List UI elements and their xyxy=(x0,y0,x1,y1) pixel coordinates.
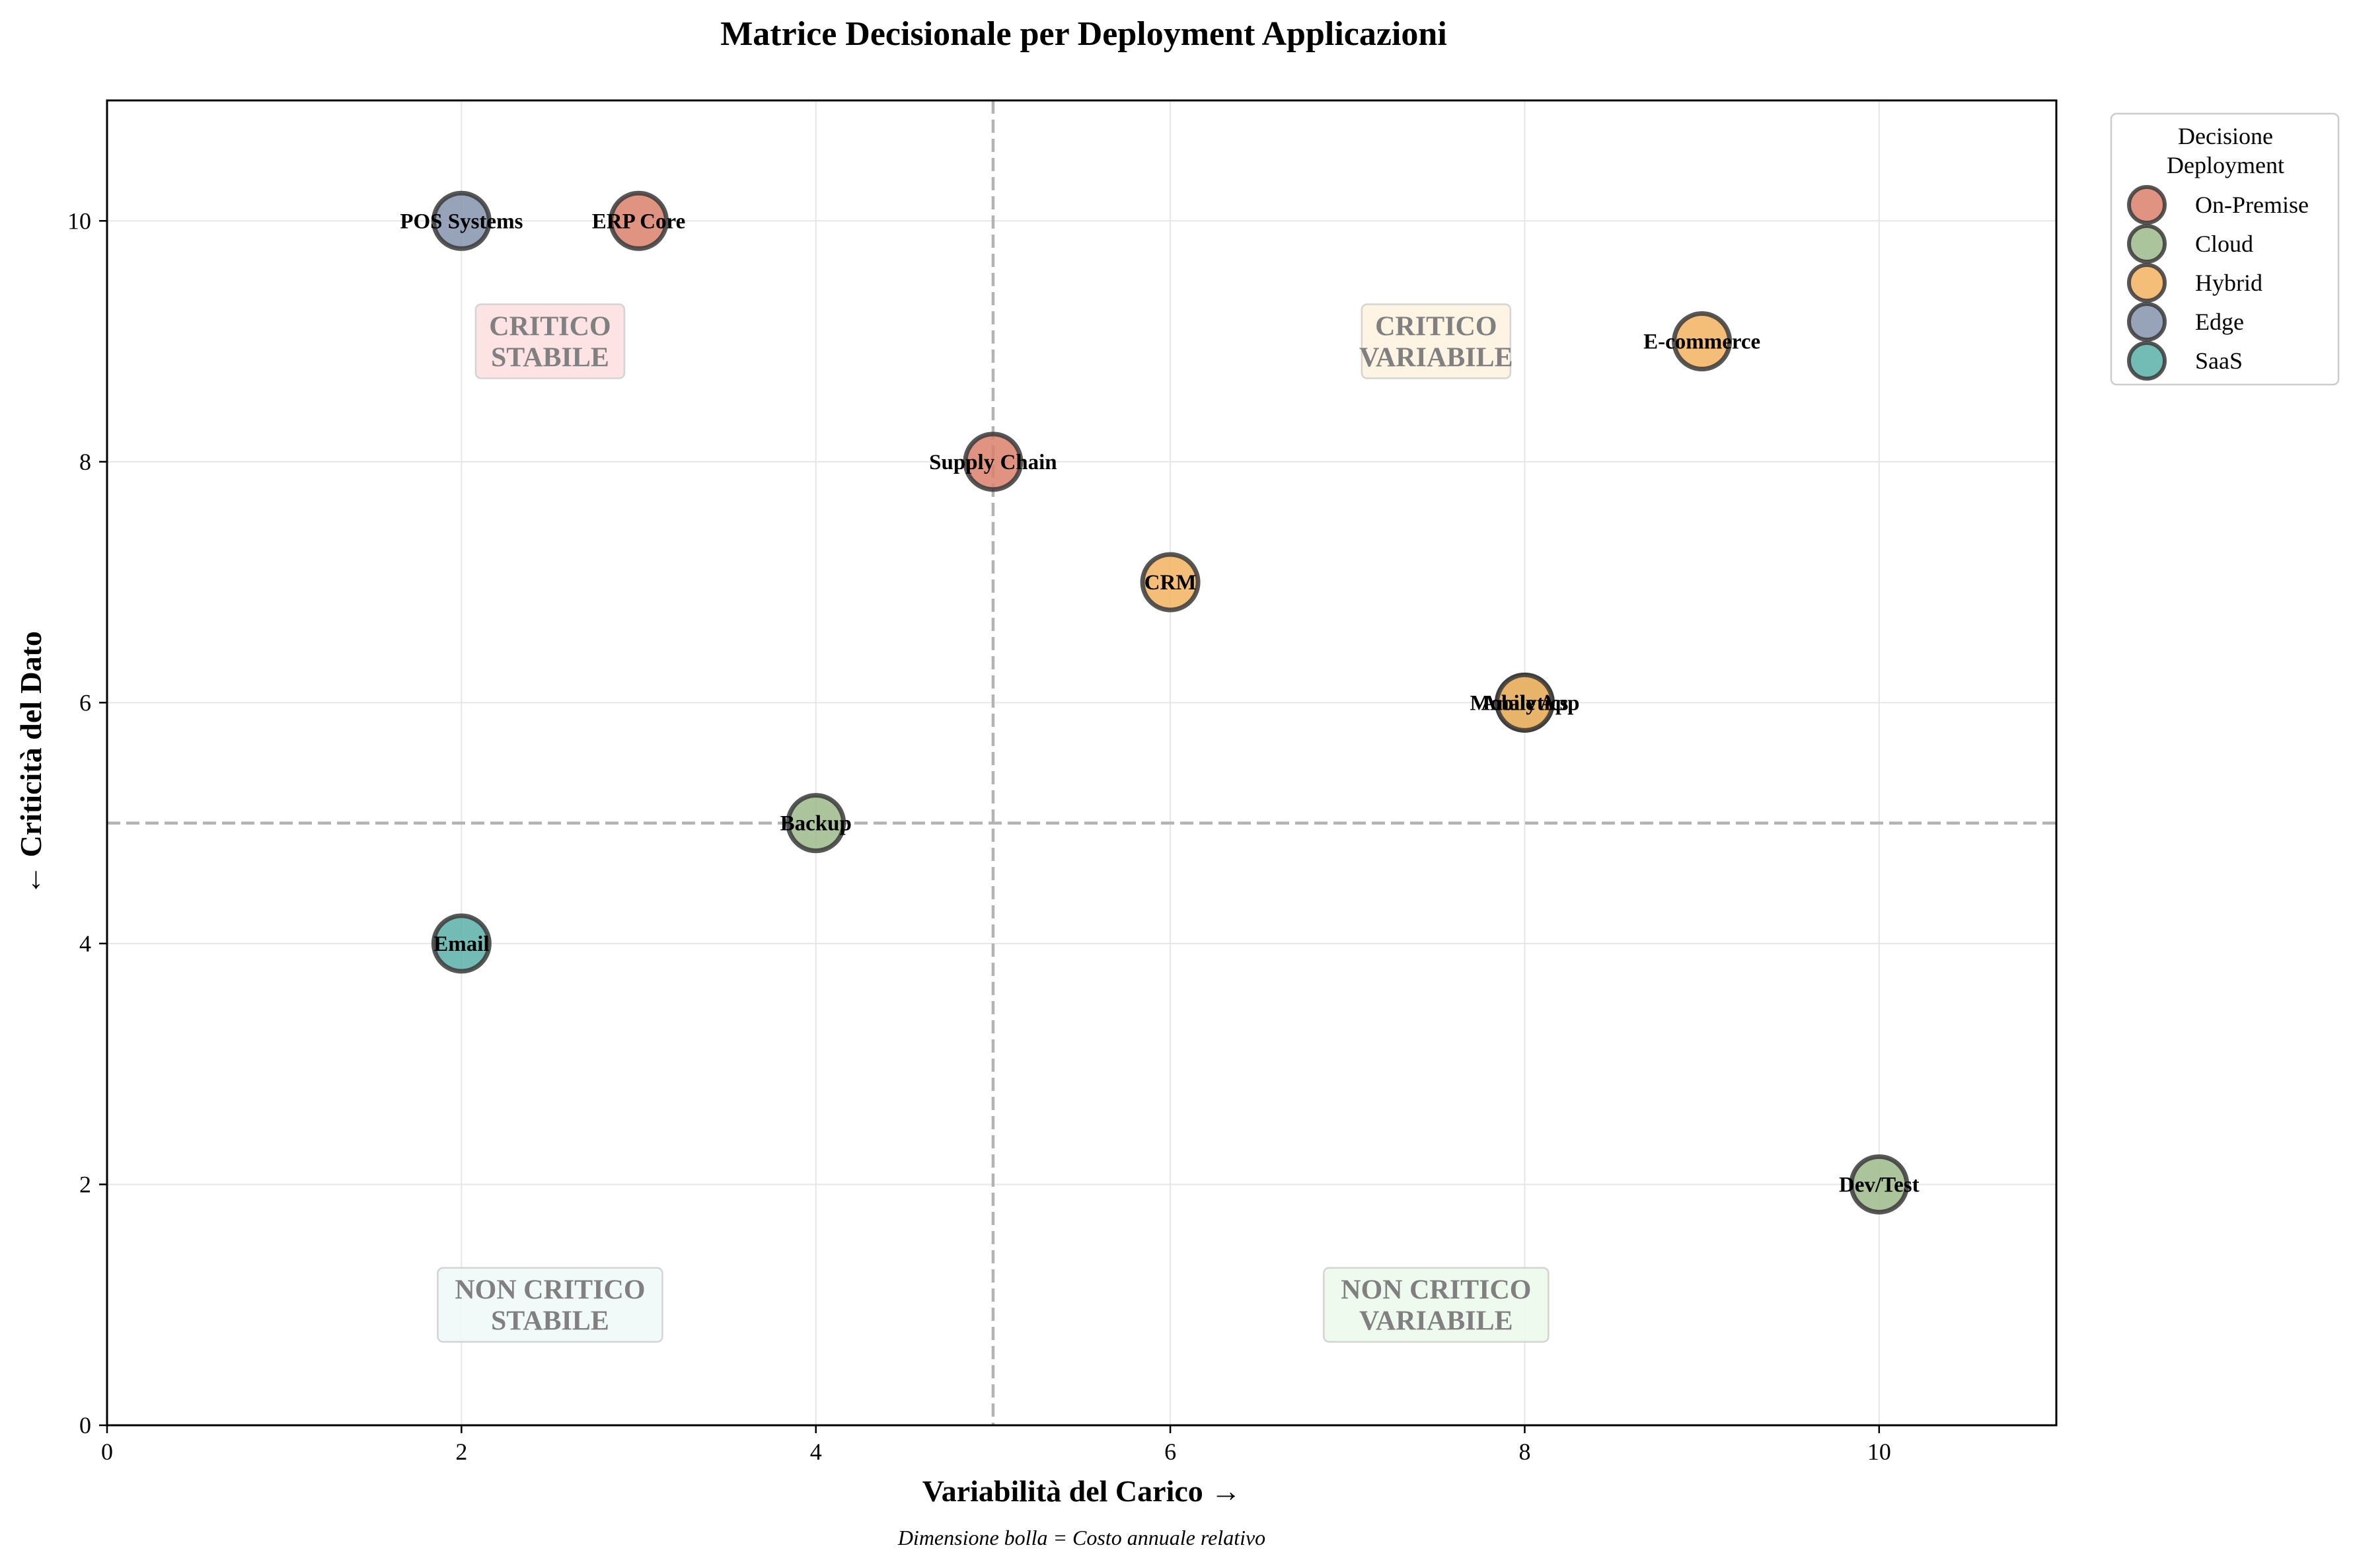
bubble-backup xyxy=(786,793,846,854)
legend: Decisione Deployment On-Premise Cloud Hybr… xyxy=(2110,112,2340,386)
threshold-lines xyxy=(107,100,2056,1425)
data-points xyxy=(431,190,1910,1214)
bubble-label: E-commerce xyxy=(1643,330,1760,354)
quadrant-label: VARIABILE xyxy=(1359,343,1513,373)
y-tick-label: 2 xyxy=(79,1171,91,1197)
y-axis-label: ← Criticità del Dato xyxy=(14,631,48,895)
y-axis-ticks: 0 2 4 6 8 10 xyxy=(67,207,107,1438)
x-tick-label: 4 xyxy=(810,1438,822,1465)
x-tick-label: 2 xyxy=(455,1438,467,1465)
legend-title-line-2: Deployment xyxy=(2167,152,2284,178)
x-tick-label: 8 xyxy=(1518,1438,1530,1465)
bubble-erp-core xyxy=(609,190,669,251)
quadrant-label: STABILE xyxy=(491,343,609,373)
quadrant-box xyxy=(1323,1267,1550,1343)
legend-marker xyxy=(2127,185,2167,225)
legend-title-line-1: Decisione xyxy=(2178,123,2273,149)
bubble-size-note: Dimensione bolla = Costo annuale relativ… xyxy=(897,1526,1265,1549)
legend-marker xyxy=(2127,263,2167,303)
y-tick-label: 6 xyxy=(79,689,91,716)
quadrant-box xyxy=(1361,303,1512,379)
plot-background xyxy=(107,100,2056,1425)
bubble-label: Supply Chain xyxy=(929,451,1057,474)
point-labels: POS Systems ERP Core E-commerce Supply Chai… xyxy=(400,209,1919,1197)
bubble-e-commerce xyxy=(1672,311,1733,372)
quadrant-label: CRITICO xyxy=(489,312,611,342)
legend-label: On-Premise xyxy=(2195,192,2309,218)
y-tick-label: 10 xyxy=(67,207,91,234)
bubble-crm xyxy=(1140,552,1201,613)
quadrant-box xyxy=(437,1267,663,1343)
legend-marker xyxy=(2127,224,2167,264)
y-tick-label: 4 xyxy=(79,930,91,957)
x-tick-label: 10 xyxy=(1867,1438,1891,1465)
bubble-pos-systems xyxy=(431,190,492,251)
plot-frame xyxy=(106,99,2058,1427)
quadrant-label: CRITICO xyxy=(1375,312,1497,342)
x-axis-label: Variabilità del Carico → xyxy=(922,1474,1242,1508)
x-tick-label: 0 xyxy=(101,1438,113,1465)
x-axis-ticks: 0 2 4 6 8 10 xyxy=(101,1425,1891,1465)
quadrant-label: NON CRITICO xyxy=(1341,1275,1531,1306)
legend-frame xyxy=(2110,112,2340,386)
bubble-supply-chain xyxy=(963,431,1024,492)
y-tick-label: 8 xyxy=(79,449,91,475)
quadrant-label: NON CRITICO xyxy=(455,1275,645,1306)
bubble-label: ERP Core xyxy=(592,209,685,233)
legend-label: SaaS xyxy=(2195,348,2243,374)
legend-label: Hybrid xyxy=(2195,270,2262,296)
quadrant-box xyxy=(474,303,626,379)
bubble-label: Mobile App xyxy=(1470,691,1579,715)
bubble-label: Dev/Test xyxy=(1839,1173,1920,1197)
legend-marker xyxy=(2127,341,2167,381)
bubble-analytics xyxy=(1494,672,1555,733)
quadrant-label: VARIABILE xyxy=(1359,1306,1513,1337)
bubble-dev-test xyxy=(1849,1154,1910,1214)
x-tick-label: 6 xyxy=(1164,1438,1176,1465)
bubble-label: CRM xyxy=(1144,571,1197,595)
chart-title: Matrice Decisionale per Deployment Appli… xyxy=(720,15,1447,53)
y-tick-label: 0 xyxy=(79,1412,91,1438)
quadrant-label: STABILE xyxy=(491,1306,609,1337)
bubble-email xyxy=(431,913,492,974)
bubble-label: Analytics xyxy=(1481,691,1568,715)
legend-label: Cloud xyxy=(2195,231,2253,257)
bubble-label: POS Systems xyxy=(400,209,523,233)
bubble-label: Email xyxy=(433,932,489,956)
legend-label: Edge xyxy=(2195,309,2244,335)
bubble-label: Backup xyxy=(780,812,852,836)
legend-entries: On-Premise Cloud Hybrid Edge SaaS xyxy=(2127,185,2309,381)
legend-marker xyxy=(2127,302,2167,342)
